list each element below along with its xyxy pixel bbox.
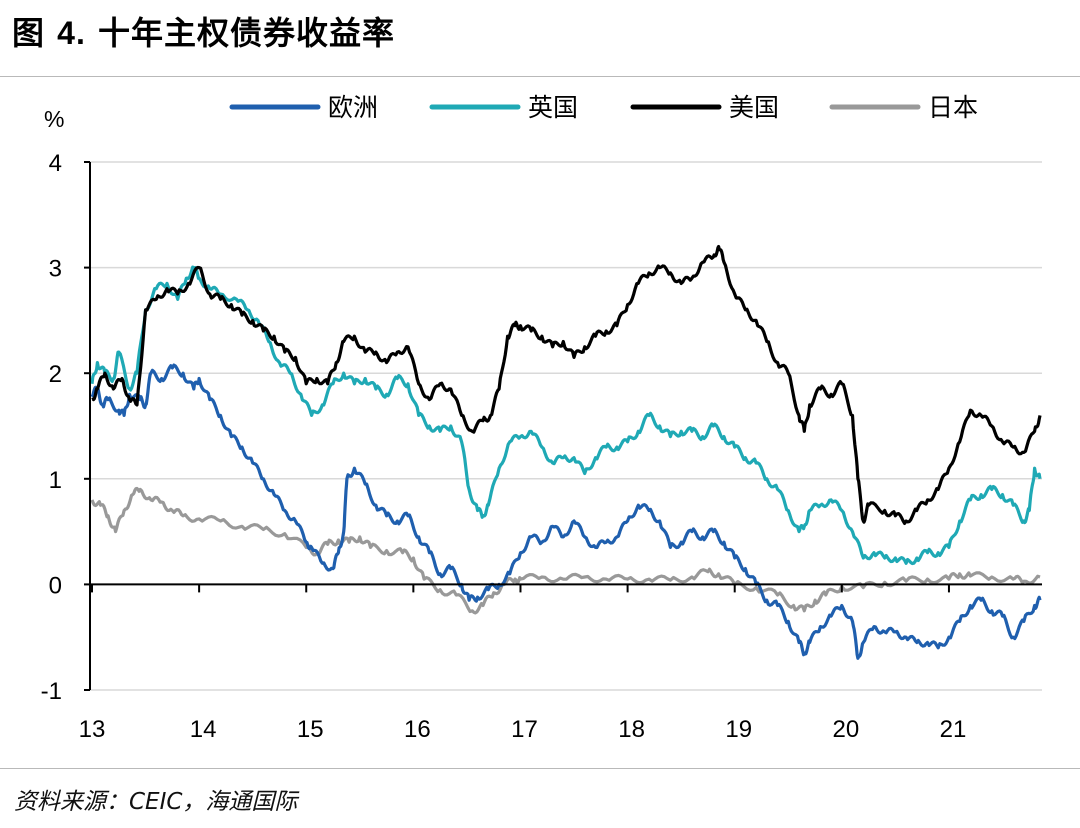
legend-label: 美国 (729, 94, 779, 122)
legend: 欧洲 英国 美国 日本 (229, 94, 978, 122)
y-tick-label: 0 (49, 572, 62, 599)
y-tick-label: 3 (49, 256, 62, 283)
x-tick-label: 16 (404, 716, 431, 743)
bottom-rule (0, 768, 1080, 769)
y-tick-label: 1 (49, 467, 62, 494)
x-tick-label: 14 (190, 716, 217, 743)
source-note: 资料来源：CEIC，海通国际 (14, 789, 298, 815)
series-line-英国 (90, 265, 1042, 566)
x-tick-label: 17 (511, 716, 538, 743)
series-lines (90, 244, 1042, 660)
top-rule (0, 76, 1080, 77)
gridlines (90, 161, 1042, 691)
x-tick-label: 15 (297, 716, 324, 743)
series-line-美国 (91, 244, 1042, 525)
y-tick-label: 4 (49, 150, 62, 177)
x-tick-label: 21 (940, 716, 967, 743)
axes (84, 161, 1042, 691)
y-axis-unit: % (44, 106, 64, 132)
y-tick-label: 2 (49, 361, 62, 388)
figure-title: 图 4. 十年主权债券收益率 (12, 8, 395, 54)
x-tick-label: 19 (725, 716, 752, 743)
title-text: 十年主权债券收益率 (97, 14, 395, 52)
legend-label: 日本 (928, 94, 978, 122)
x-tick-label: 13 (79, 716, 106, 743)
series-line-日本 (90, 486, 1041, 615)
x-tick-label: 18 (618, 716, 645, 743)
title-prefix: 图 (12, 14, 46, 52)
legend-label: 英国 (528, 94, 578, 122)
title-number: 4. (57, 15, 86, 51)
x-tick-label: 20 (832, 716, 859, 743)
y-tick-label: -1 (41, 678, 62, 705)
series-line-欧洲 (90, 363, 1042, 660)
legend-label: 欧洲 (328, 94, 378, 122)
